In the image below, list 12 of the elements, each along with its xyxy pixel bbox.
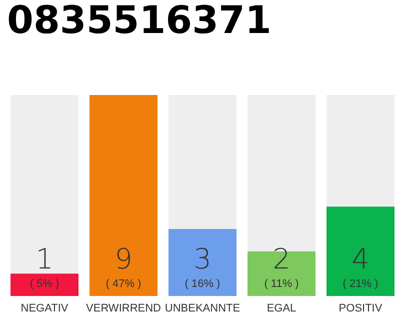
x-tick-label: NEGATIV bbox=[20, 302, 69, 314]
data-label: 1 ( 5% ) bbox=[30, 242, 60, 290]
chart-title: 0835516371 bbox=[7, 0, 272, 42]
data-label: 2 ( 11% ) bbox=[264, 242, 299, 290]
data-label: 3 ( 16% ) bbox=[184, 242, 220, 290]
data-label: 9 ( 47% ) bbox=[106, 242, 142, 290]
x-tick-label: POSITIV bbox=[338, 302, 383, 314]
data-label: 4 ( 21% ) bbox=[342, 242, 378, 290]
x-tick-label: VERWIRREND bbox=[86, 302, 162, 314]
x-tick-label: EGAL bbox=[266, 302, 296, 314]
bar bbox=[10, 274, 78, 296]
x-tick-label: UNBEKANNTE bbox=[164, 302, 240, 314]
